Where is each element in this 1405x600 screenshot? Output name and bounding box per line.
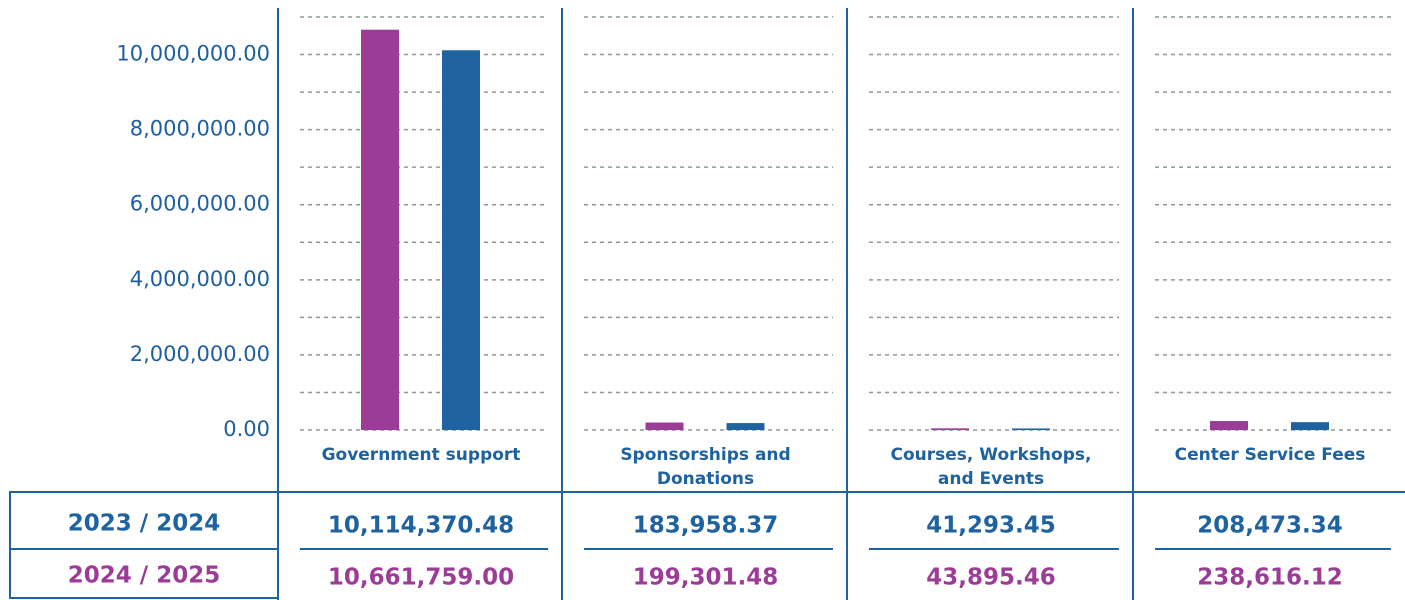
table-value: 41,293.45	[926, 513, 1056, 539]
x-tick-label: Center Service Fees	[1175, 445, 1366, 465]
table-value: 199,301.48	[633, 565, 779, 591]
x-tick-label: Courses, Workshops, and Events	[891, 445, 1092, 489]
bar	[931, 428, 969, 430]
y-tick-label: 6,000,000.00	[130, 192, 270, 216]
bar	[361, 29, 399, 431]
bar	[645, 422, 684, 430]
y-tick-label: 4,000,000.00	[130, 267, 270, 291]
y-tick-label: 10,000,000.00	[116, 42, 270, 66]
bar	[1210, 421, 1248, 430]
bar	[1012, 428, 1050, 430]
y-tick-label: 8,000,000.00	[130, 117, 270, 141]
table-value: 238,616.12	[1197, 565, 1343, 591]
x-tick-label: Sponsorships and Donations	[620, 445, 790, 489]
x-tick-label: Government support	[322, 445, 521, 465]
table-value: 10,661,759.00	[328, 565, 514, 591]
row-label: 2024 / 2025	[68, 563, 220, 589]
table-value: 43,895.46	[926, 565, 1056, 591]
bar	[442, 50, 480, 430]
y-tick-label: 0.00	[223, 417, 270, 441]
y-tick-label: 2,000,000.00	[130, 342, 270, 366]
table-value: 208,473.34	[1197, 513, 1343, 539]
table-value: 10,114,370.48	[328, 513, 514, 539]
bar	[726, 423, 765, 430]
row-label: 2023 / 2024	[68, 511, 220, 537]
bar	[1291, 422, 1329, 430]
table-value: 183,958.37	[633, 513, 779, 539]
